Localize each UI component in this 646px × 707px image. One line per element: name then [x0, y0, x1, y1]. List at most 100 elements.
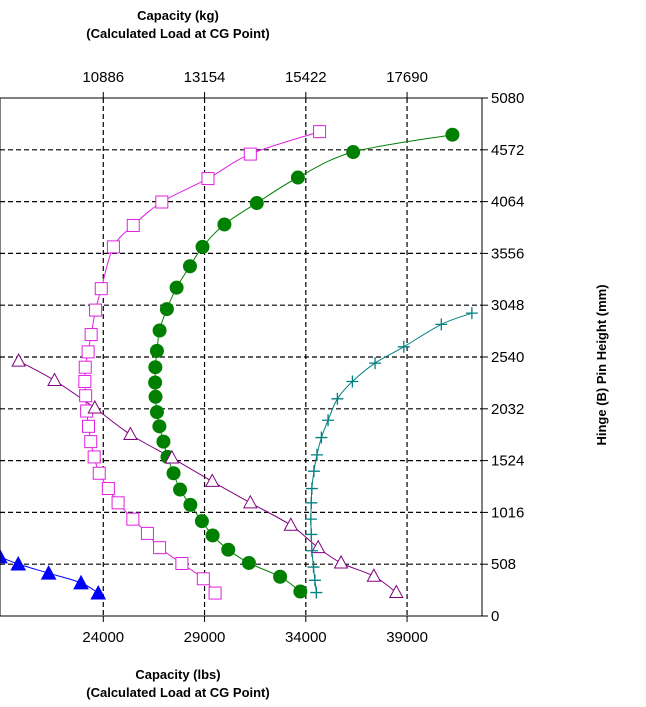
series-0-point: [111, 496, 125, 510]
series-3-point: [346, 375, 359, 388]
series-0-point: [126, 512, 140, 526]
series-1-point: [183, 497, 198, 512]
series-2-point: [164, 449, 180, 464]
series-1-point: [290, 170, 305, 185]
series-1-point: [148, 360, 163, 375]
series-1-point: [205, 528, 220, 543]
series-0-point: [94, 282, 108, 296]
series-3-point: [369, 357, 382, 370]
series-0-point: [208, 586, 222, 600]
right-tick-label: 3556: [491, 245, 524, 262]
series-1-point: [217, 217, 232, 232]
series-2-point: [47, 372, 62, 386]
series-2-point: [333, 554, 349, 569]
top-tick-label: 15422: [285, 69, 327, 86]
series-2-point: [204, 473, 220, 487]
bottom-tick-label: 24000: [82, 629, 124, 646]
series-curves: [0, 131, 473, 594]
series-3-point: [305, 528, 318, 541]
top-tick-label: 17690: [386, 69, 428, 86]
series-3-line: [310, 312, 473, 593]
right-tick-label: 2540: [491, 349, 524, 366]
series-0-point: [92, 466, 106, 480]
series-1-point: [166, 466, 181, 481]
right-tick-label: 4572: [491, 142, 524, 159]
series-2-point: [388, 584, 404, 599]
right-tick-label: 508: [491, 556, 516, 573]
series-0-point: [106, 240, 120, 254]
series-2-point: [11, 353, 26, 367]
series-1-point: [273, 569, 288, 584]
series-0-point: [82, 419, 96, 433]
series-3-point: [308, 574, 321, 587]
series-3-point: [307, 561, 320, 574]
series-1-point: [156, 434, 171, 449]
right-tick-label: 1016: [491, 504, 524, 521]
series-1-point: [195, 239, 210, 254]
series-4-point: [0, 548, 8, 564]
series-0-point: [84, 435, 98, 449]
series-0-point: [196, 572, 210, 586]
bottom-axis-ticks: 24000 29000 34000 39000: [82, 616, 428, 646]
series-1-point: [148, 389, 163, 404]
right-axis-title: Hinge (B) Pin Height (mm): [594, 284, 609, 445]
series-0-point: [84, 328, 98, 342]
series-0-point: [78, 374, 92, 388]
series-1-point: [152, 419, 167, 434]
series-3-point: [305, 496, 318, 509]
series-1-point: [149, 405, 164, 420]
series-2-point: [366, 568, 382, 582]
series-1-point: [194, 514, 209, 529]
series-3-point: [465, 307, 478, 320]
series-4-point: [90, 585, 107, 600]
right-tick-label: 4064: [491, 194, 524, 211]
bottom-tick-label: 29000: [184, 629, 226, 646]
series-3-point: [304, 513, 317, 526]
right-tick-label: 5080: [491, 90, 524, 107]
series-1-point: [249, 196, 264, 211]
series-1-point: [346, 145, 361, 160]
series-0-point: [78, 360, 92, 374]
series-markers: [0, 125, 478, 600]
series-2-point: [87, 399, 103, 414]
series-0-point: [313, 125, 327, 139]
series-0-point: [155, 195, 169, 209]
bottom-axis-title-line2: (Calculated Load at CG Point): [86, 685, 269, 700]
series-0-point: [87, 450, 101, 464]
series-0-point: [81, 345, 95, 359]
series-3-point: [310, 448, 323, 461]
series-3-point: [307, 465, 320, 478]
right-tick-label: 2032: [491, 401, 524, 418]
series-0-point: [89, 303, 103, 317]
series-0-point: [201, 172, 215, 186]
series-3-point: [435, 318, 448, 331]
gridlines: [0, 98, 482, 616]
right-axis-ticks: 0 508 1016 1524 2032 2540 3048 3556 4064 4572 5080: [482, 90, 524, 625]
series-0-point: [153, 541, 167, 555]
series-1-point: [182, 259, 197, 274]
bottom-tick-label: 34000: [285, 629, 327, 646]
series-2-point: [242, 494, 258, 509]
series-2-point: [123, 426, 138, 440]
series-1-point: [149, 343, 164, 358]
top-tick-label: 10886: [82, 69, 124, 86]
series-2-point: [283, 517, 299, 531]
bottom-tick-label: 39000: [386, 629, 428, 646]
series-4-point: [10, 555, 27, 571]
series-3-point: [331, 392, 344, 405]
top-axis-ticks: 10886 13154 15422 17690: [82, 69, 428, 98]
series-1-point: [221, 542, 236, 557]
series-3-point: [305, 544, 318, 557]
right-tick-label: 1524: [491, 453, 524, 470]
series-4-point: [40, 565, 57, 580]
series-4-point: [73, 574, 89, 590]
top-axis-title-line2: (Calculated Load at CG Point): [86, 26, 269, 41]
series-0-point: [79, 389, 93, 403]
series-0-point: [175, 556, 189, 570]
series-0-point: [140, 526, 154, 540]
series-1-point: [159, 302, 174, 317]
series-0-point: [101, 482, 115, 496]
series-3-point: [322, 414, 335, 427]
series-1-point: [152, 323, 167, 338]
